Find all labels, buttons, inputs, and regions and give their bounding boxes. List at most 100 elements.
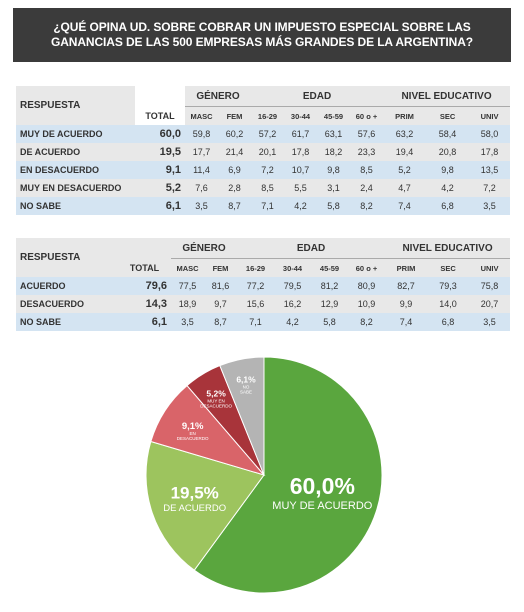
slice-label: 19,5%DE ACUERDO (163, 483, 226, 514)
table-cell: 61,7 (284, 125, 317, 143)
title-line-2: GANANCIAS DE LAS 500 EMPRESAS MÁS GRANDE… (50, 35, 474, 49)
table-cell: 9,9 (385, 295, 428, 313)
table-cell: 8,7 (204, 313, 237, 331)
table-cell: 79,5 (274, 277, 311, 295)
header-genero: GÉNERO (171, 238, 237, 259)
header-edad: EDAD (237, 238, 386, 259)
table-cell: 2,8 (218, 179, 251, 197)
table-cell: 12,9 (311, 295, 348, 313)
table-cell: 81,6 (204, 277, 237, 295)
table-cell: 16,2 (274, 295, 311, 313)
row-total: 79,6 (118, 277, 171, 295)
row-label: NO SABE (16, 197, 135, 215)
table-cell: 10,7 (284, 161, 317, 179)
subheader-45-59: 45-59 (311, 258, 348, 277)
table-cell: 3,5 (171, 313, 204, 331)
row-label: ACUERDO (16, 277, 118, 295)
slice-category-label: SABE (240, 390, 252, 395)
table-cell: 15,6 (237, 295, 274, 313)
table-cell: 11,4 (185, 161, 218, 179)
table-cell: 5,8 (317, 197, 350, 215)
subheader-fem: FEM (204, 258, 237, 277)
slice-muy-de-acuerdo (193, 356, 383, 594)
header-genero: GÉNERO (185, 86, 251, 107)
table-cell: 6,8 (426, 197, 470, 215)
slice-category-label: NO (243, 384, 250, 389)
subheader-sec: SEC (427, 258, 470, 277)
table-cell: 57,2 (251, 125, 284, 143)
subheader-30-44: 30-44 (284, 106, 317, 125)
table-cell: 8,5 (350, 161, 384, 179)
subheader-16-29: 16-29 (251, 106, 284, 125)
slice-category-label: MUY DE ACUERDO (272, 500, 372, 512)
table-cell: 57,6 (350, 125, 384, 143)
table-cell: 7,4 (385, 313, 428, 331)
header-total: TOTAL (135, 106, 185, 125)
table-cell: 7,6 (185, 179, 218, 197)
table-cell: 4,2 (274, 313, 311, 331)
row-total: 19,5 (135, 143, 185, 161)
row-total: 60,0 (135, 125, 185, 143)
row-label: MUY EN DESACUERDO (16, 179, 135, 197)
header-respuesta: RESPUESTA (16, 86, 135, 125)
subheader-masc: MASC (185, 106, 218, 125)
row-label: MUY DE ACUERDO (16, 125, 135, 143)
header-respuesta: RESPUESTA (16, 238, 118, 277)
table-cell: 8,2 (348, 313, 386, 331)
table-cell: 9,8 (317, 161, 350, 179)
table-row: MUY EN DESACUERDO 5,2 7,6 2,8 8,5 5,5 3,1 2,4 4,… (16, 179, 511, 197)
header-edad: EDAD (251, 86, 384, 107)
row-label: EN DESACUERDO (16, 161, 135, 179)
subheader-sec: SEC (426, 106, 470, 125)
table-row: NO SABE 6,1 3,5 8,7 7,1 4,2 5,8 8,2 7,4 6,8 3,5 (16, 197, 511, 215)
row-label: DESACUERDO (16, 295, 118, 313)
slice-value-label: 5,2% (206, 388, 226, 398)
table-cell: 63,2 (383, 125, 427, 143)
table-cell: 17,8 (284, 143, 317, 161)
table-cell: 58,4 (426, 125, 470, 143)
table-cell: 17,8 (469, 143, 511, 161)
table-cell: 8,2 (350, 197, 384, 215)
table-cell: 14,0 (427, 295, 470, 313)
subheader-16-29: 16-29 (237, 258, 274, 277)
table-row: DESACUERDO 14,3 18,9 9,7 15,6 16,2 12,9 10,9 9,9… (16, 295, 511, 313)
slice-category-label: DE ACUERDO (163, 503, 226, 514)
slice-de-acuerdo (145, 440, 265, 571)
table-cell: 20,8 (426, 143, 470, 161)
row-total: 14,3 (118, 295, 171, 313)
table-row: ACUERDO 79,6 77,5 81,6 77,2 79,5 81,2 80,9 82,7 7… (16, 277, 511, 295)
table-cell: 79,3 (427, 277, 470, 295)
table-cell: 82,7 (385, 277, 428, 295)
subheader-univ: UNIV (469, 258, 511, 277)
table-cell: 9,7 (204, 295, 237, 313)
table-cell: 5,8 (311, 313, 348, 331)
slice-value-label: 6,1% (236, 374, 256, 384)
table-cell: 63,1 (317, 125, 350, 143)
table-cell: 80,9 (348, 277, 386, 295)
subheader-univ: UNIV (469, 106, 511, 125)
table-cell: 7,2 (251, 161, 284, 179)
subheader-30-44: 30-44 (274, 258, 311, 277)
table-cell: 4,2 (284, 197, 317, 215)
row-total: 6,1 (118, 313, 171, 331)
table-cell: 8,7 (218, 197, 251, 215)
table-cell: 5,5 (284, 179, 317, 197)
table-cell: 4,7 (383, 179, 427, 197)
subheader-60-plus: 60 o + (350, 106, 384, 125)
row-total: 9,1 (135, 161, 185, 179)
slice-category-label: DESACUERDO (177, 436, 209, 441)
row-total: 6,1 (135, 197, 185, 215)
row-total: 5,2 (135, 179, 185, 197)
subheader-45-59: 45-59 (317, 106, 350, 125)
table-row: DE ACUERDO 19,5 17,7 21,4 20,1 17,8 18,2 23,3 19… (16, 143, 511, 161)
table-cell: 3,5 (185, 197, 218, 215)
header-nivel-educativo: NIVEL EDUCATIVO (385, 238, 511, 259)
table-cell: 2,4 (350, 179, 384, 197)
table-cell: 81,2 (311, 277, 348, 295)
table-cell: 18,2 (317, 143, 350, 161)
slice-value-label: 60,0% (290, 473, 355, 499)
slice-category-label: MUY EN (207, 398, 224, 403)
